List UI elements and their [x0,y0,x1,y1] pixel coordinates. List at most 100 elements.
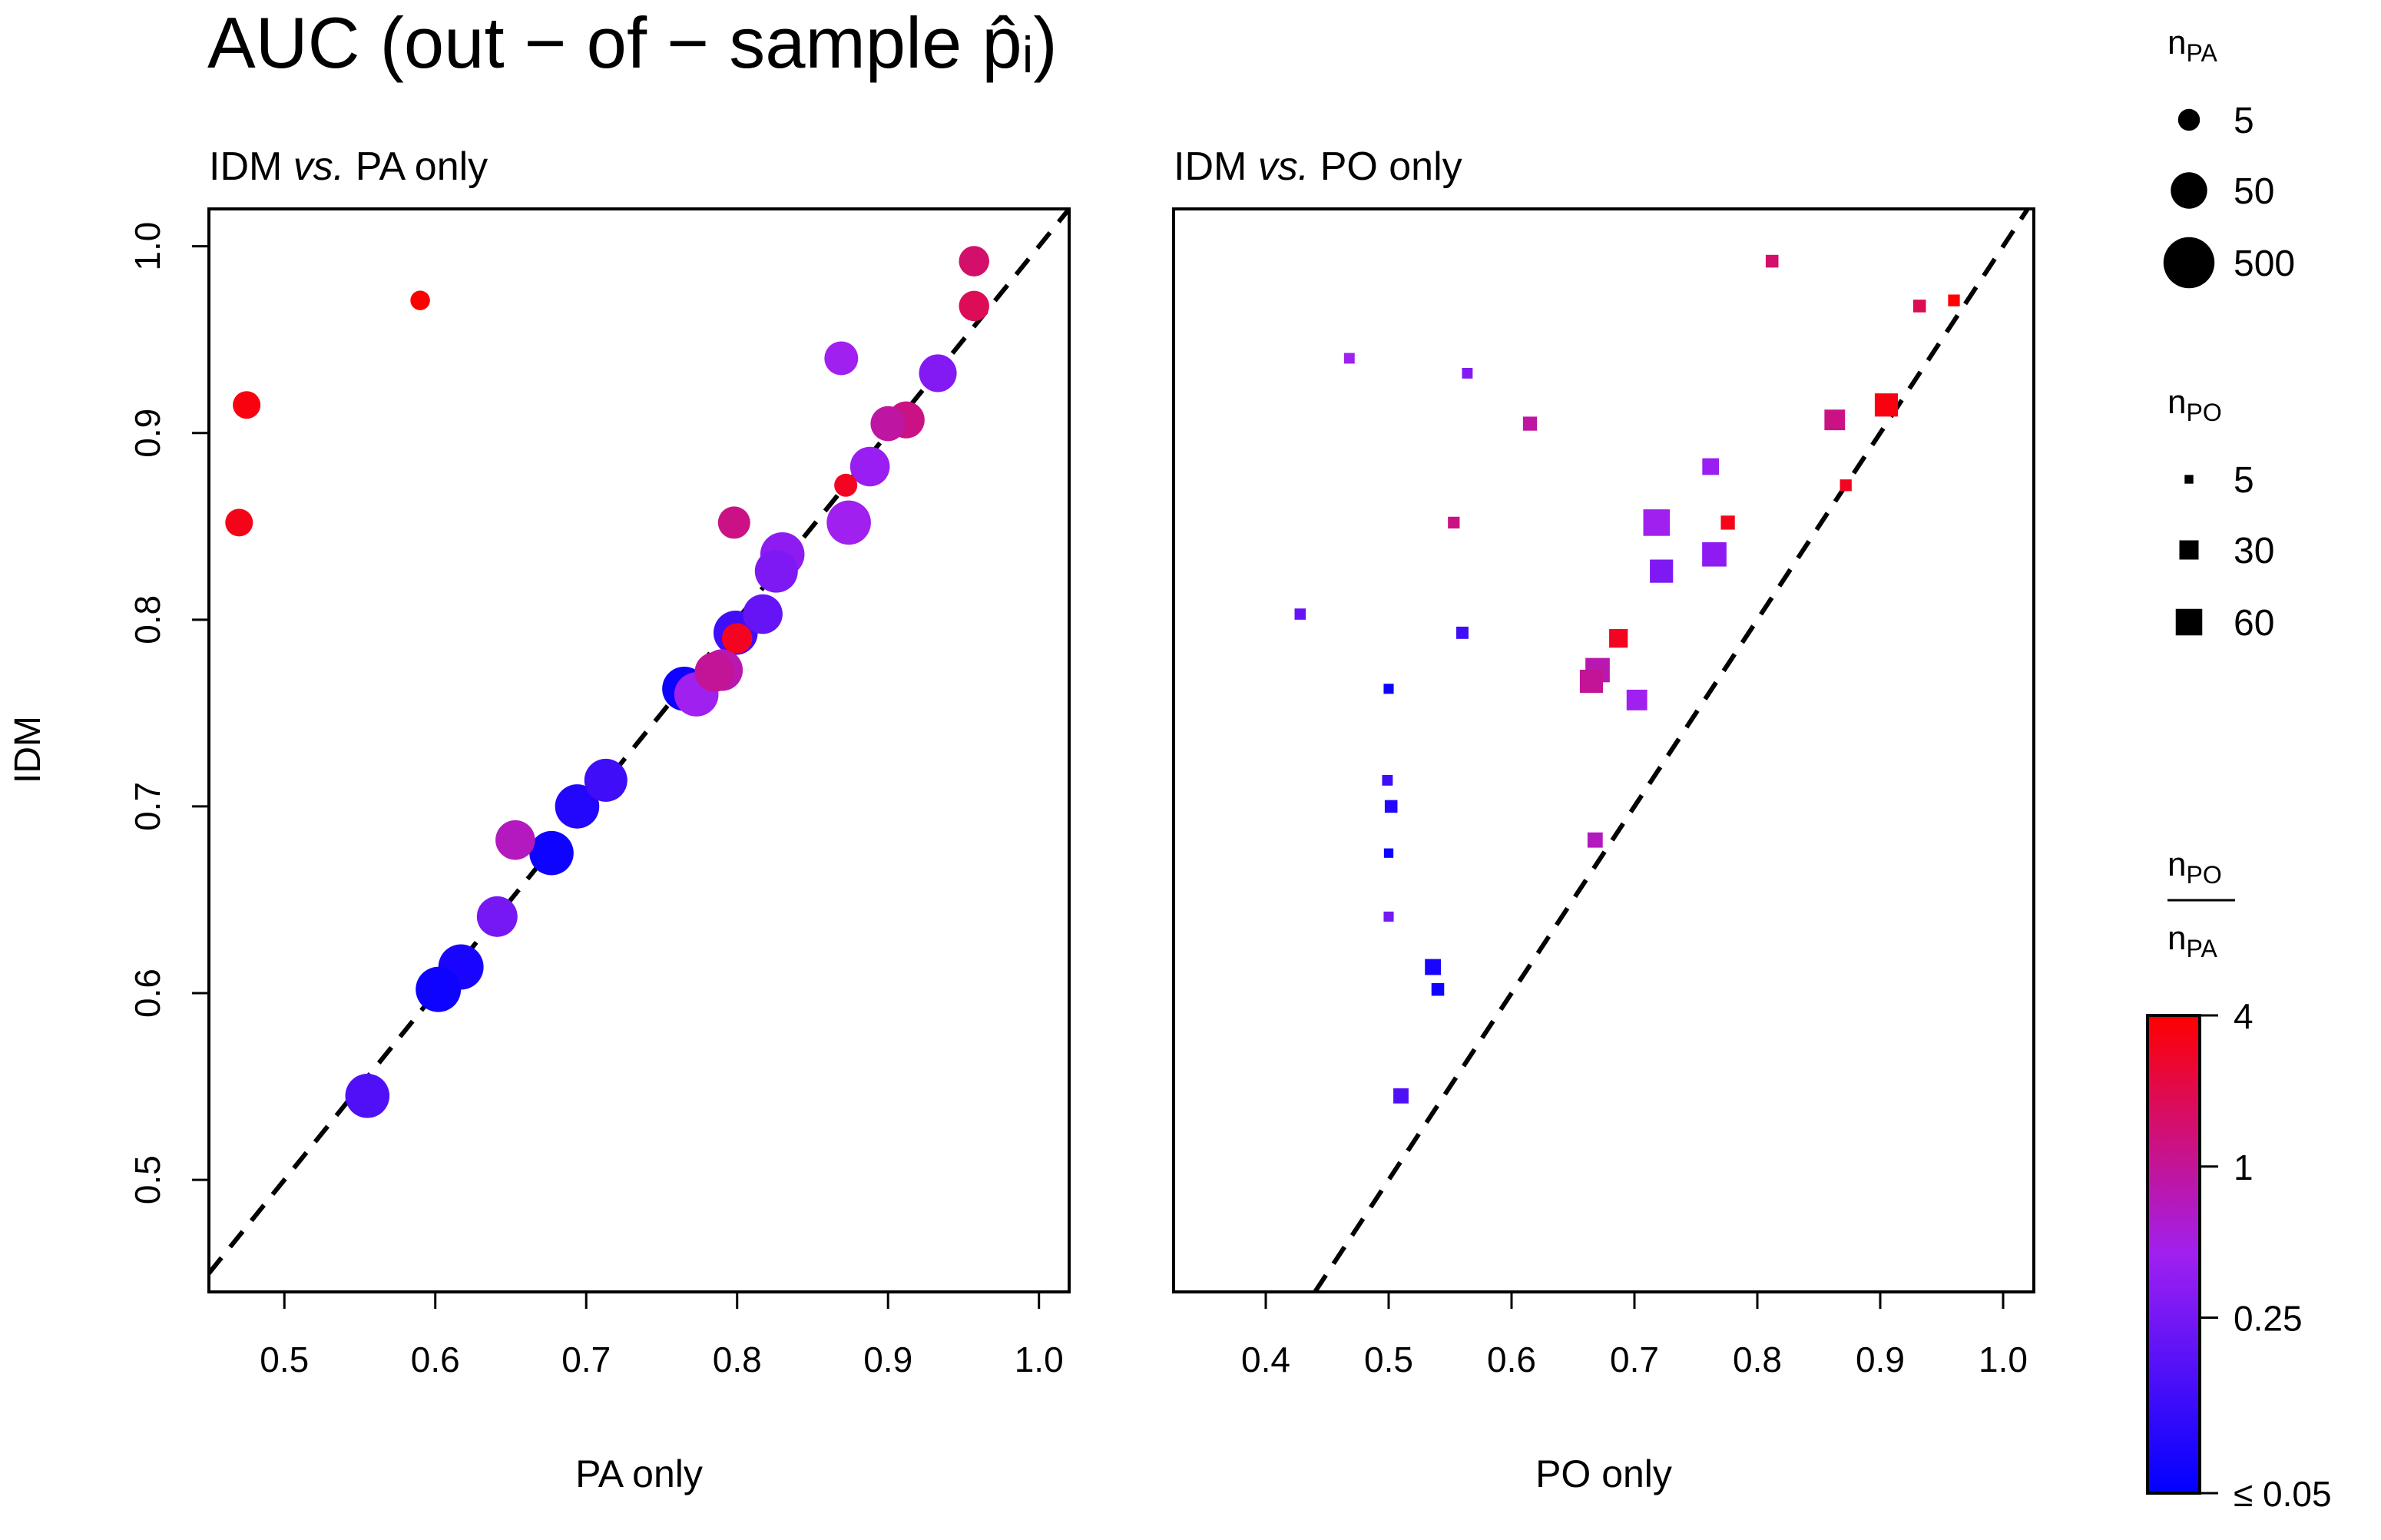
data-point [1587,832,1603,848]
panel-po-x-axis: 0.4 0.5 0.6 0.7 0.8 0.9 1.0 [1241,1290,2028,1379]
data-point [721,623,753,654]
data-point [1948,294,1960,306]
x-tick-label: 1.0 [1979,1340,2028,1379]
y-tick-label: 1.0 [127,222,167,271]
panel-pa-title-main: IDM [209,144,282,189]
x-tick-label: 0.8 [1733,1340,1782,1379]
data-point [476,896,518,937]
data-point [233,391,261,419]
data-point [694,652,735,692]
x-tick-label: 1.0 [1015,1340,1064,1379]
data-point [1626,689,1647,710]
data-point [1384,800,1398,813]
legend-pa-marker [2163,237,2215,289]
data-point [345,1073,390,1118]
colorbar-den-main: n [2167,919,2186,957]
legend-pa-title: nPA [2167,24,2217,67]
panel-po: IDM vs. PO only 0.4 0.5 0.6 0.7 0.8 0.9 1.0 PO… [1172,144,2035,1495]
data-point [834,473,858,497]
data-point [919,354,957,392]
legend-po-title-main: n [2167,383,2186,421]
data-point [1874,393,1899,417]
data-point [584,758,628,802]
data-point [824,341,859,376]
legend-po: nPO 5 30 60 [2167,383,2274,644]
x-tick-label: 0.9 [863,1340,912,1379]
data-point [1383,848,1394,858]
data-point [959,246,989,277]
data-point [754,549,798,593]
data-point [1702,458,1720,475]
panel-pa-reference-line [207,207,1071,1275]
x-tick-label: 0.9 [1856,1340,1905,1379]
x-tick-label: 0.7 [1610,1340,1659,1379]
panel-pa-title-rest: PA only [356,144,488,189]
figure-title: AUC (out − of − sample p̂ᵢ) [207,2,1058,83]
x-tick-label: 0.7 [561,1340,611,1379]
legend-pa-title-main: n [2167,24,2186,61]
data-point [959,290,989,322]
panel-pa-points [225,246,989,1118]
legend-pa-marker [2171,172,2207,209]
legend-pa-label: 50 [2234,171,2274,212]
colorbar-tick-label: ≤ 0.05 [2234,1474,2332,1514]
colorbar-tick-label: 0.25 [2234,1299,2303,1339]
legend-pa-title-sub: PA [2186,39,2217,67]
y-tick-label: 0.9 [127,409,167,458]
data-point [1643,509,1671,536]
panel-po-title-rest: PO only [1320,144,1462,189]
data-point [717,506,750,539]
data-point [1720,515,1735,530]
data-point [529,830,574,876]
colorbar-den-sub: PA [2186,935,2217,962]
legend-po-title: nPO [2167,383,2222,426]
data-point [1425,959,1441,975]
data-point [1294,608,1306,620]
panel-pa-title-italic: vs. [293,144,344,189]
data-point [1456,626,1469,639]
data-point [826,500,871,545]
data-point [870,406,906,442]
colorbar: nPO nPA 410.25≤ 0.05 [2146,846,2332,1514]
panel-pa-x-axis: 0.5 0.6 0.7 0.8 0.9 1.0 [260,1290,1064,1379]
colorbar-tick-label: 4 [2234,996,2254,1036]
legend-po-marker [2184,475,2194,484]
legend-pa-marker [2177,108,2201,131]
y-tick-label: 0.7 [127,782,167,831]
data-point [410,290,430,310]
legend-po-label: 5 [2234,460,2254,501]
data-point [1383,911,1394,922]
data-point [849,446,890,487]
colorbar-num-sub: PO [2186,861,2221,889]
y-tick-label: 0.8 [127,595,167,644]
colorbar-denominator: nPA [2167,919,2217,962]
data-point [1343,353,1355,364]
panel-pa-title: IDM vs. PA only [209,144,488,189]
x-tick-label: 0.6 [411,1340,460,1379]
panel-po-points [1294,254,1960,1104]
panel-po-x-axis-label: PO only [1535,1452,1672,1495]
legend-pa: nPA 5 50 500 [2163,24,2295,289]
data-point [416,966,462,1012]
legend-po-title-sub: PO [2186,399,2221,426]
x-tick-label: 0.5 [1364,1340,1413,1379]
colorbar-num-main: n [2167,846,2186,883]
data-point [495,820,535,860]
legend-po-label: 60 [2234,603,2274,644]
data-point [1462,367,1473,379]
panel-pa: IDM vs. PA only 0.5 0.6 0.7 0.8 0.9 1.0 0.50.… [127,144,1071,1495]
x-tick-label: 0.6 [1487,1340,1536,1379]
data-point [1382,774,1393,786]
legend-po-marker [2179,540,2199,560]
colorbar-gradient [2146,1014,2201,1495]
data-point [1448,516,1460,529]
colorbar-numerator: nPO [2167,846,2222,889]
panel-po-title-italic: vs. [1258,144,1309,189]
data-point [1840,479,1852,492]
data-point [1824,409,1846,431]
data-point [1393,1088,1409,1104]
panel-pa-diagonal-line [207,207,1071,1275]
y-tick-label: 0.5 [127,1155,167,1204]
data-point [1431,982,1445,996]
